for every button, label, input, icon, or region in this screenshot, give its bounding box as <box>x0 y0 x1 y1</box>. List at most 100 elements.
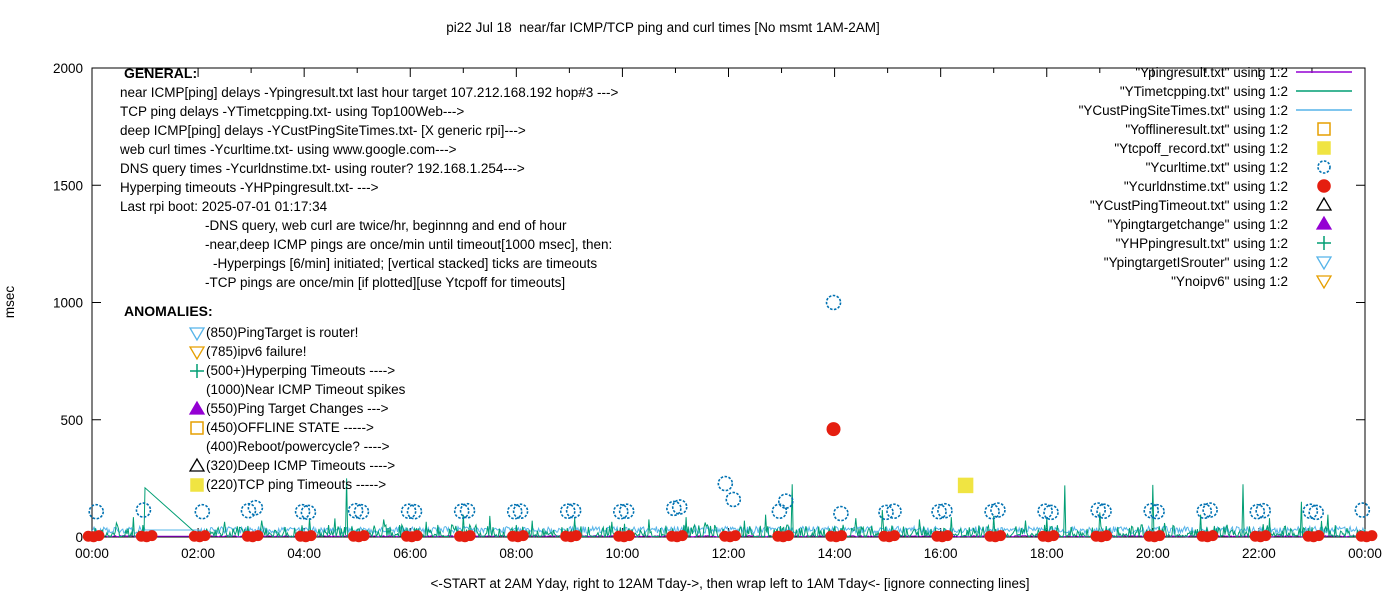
x-tick-label: 06:00 <box>393 546 427 561</box>
anomalies-heading: ANOMALIES: <box>124 303 213 319</box>
curl-point <box>1196 503 1213 520</box>
curl-point <box>506 503 523 520</box>
legend-entry-label: "Ytcpoff_record.txt" using 1:2 <box>1114 141 1288 156</box>
legend-entry-label: "YHPpingresult.txt" using 1:2 <box>1116 236 1288 251</box>
anomaly-line: (550)Ping Target Changes ---> <box>206 401 389 416</box>
y-tick-label: 500 <box>60 413 83 428</box>
general-heading: GENERAL: <box>124 65 197 81</box>
curl-point <box>459 502 476 519</box>
dns-point <box>1366 530 1378 542</box>
curl-point <box>825 294 842 311</box>
y-tick-label: 0 <box>75 530 83 545</box>
curl-point <box>717 475 734 492</box>
anomaly-line: (450)OFFLINE STATE -----> <box>206 420 374 435</box>
dns-point <box>199 530 211 542</box>
general-line: -TCP pings are once/min [if plotted][use… <box>205 275 565 290</box>
general-line: DNS query times -Ycurldnstime.txt- using… <box>120 161 525 176</box>
curl-point <box>247 499 264 516</box>
legend-entry-label: "YpingtargetISrouter" using 1:2 <box>1104 255 1288 270</box>
curl-point <box>666 500 682 517</box>
curl-point <box>777 493 794 509</box>
curl-point <box>1037 503 1053 520</box>
general-line: -Hyperpings [6/min] initiated; [vertical… <box>213 256 597 271</box>
dns-outlier-point <box>826 422 841 437</box>
x-tick-label: 16:00 <box>924 546 958 561</box>
curl-point <box>406 503 423 520</box>
curl-point <box>1149 503 1165 520</box>
curl-point <box>1308 504 1325 521</box>
dns-point <box>623 530 635 542</box>
dns-point <box>942 530 954 542</box>
filled-circle-marker <box>1317 179 1331 193</box>
open-circle-marker <box>1317 160 1331 174</box>
triangle-up-marker <box>1315 196 1333 211</box>
dns-point <box>1154 530 1166 542</box>
curl-point <box>613 503 629 520</box>
dns-point <box>517 530 529 542</box>
general-line: web curl times -Ycurltime.txt- using www… <box>119 142 457 157</box>
general-line: Hyperping timeouts -YHPpingresult.txt- -… <box>120 180 379 195</box>
x-tick-label: 00:00 <box>75 546 109 561</box>
y-tick-label: 1000 <box>53 296 83 311</box>
legend-entry-label: "YTimetcpping.txt" using 1:2 <box>1120 84 1288 99</box>
x-tick-label: 04:00 <box>287 546 321 561</box>
x-tick-label: 12:00 <box>712 546 746 561</box>
curl-point <box>725 491 742 508</box>
curl-point <box>88 503 105 520</box>
general-line: near ICMP[ping] delays -Ypingresult.txt … <box>120 85 619 100</box>
curl-point <box>1302 503 1319 520</box>
triangle-down-marker <box>1315 256 1333 271</box>
curl-point <box>353 503 370 520</box>
x-tick-label: 00:00 <box>1348 546 1382 561</box>
anomaly-line: (1000)Near ICMP Timeout spikes <box>206 382 406 397</box>
dns-point <box>889 530 901 542</box>
dns-point <box>464 530 476 542</box>
legend-entry-label: "Yofflineresult.txt" using 1:2 <box>1125 122 1288 137</box>
chart-title: pi22 Jul 18 near/far ICMP/TCP ping and c… <box>446 20 879 35</box>
curl-point <box>931 503 947 520</box>
dns-point <box>570 530 582 542</box>
curl-point <box>294 503 311 520</box>
anomaly-line: (320)Deep ICMP Timeouts ----> <box>206 458 395 473</box>
curl-point <box>1090 502 1107 518</box>
dns-point <box>358 530 370 542</box>
curl-point <box>771 503 788 520</box>
open-square-marker <box>1317 122 1331 136</box>
curl-point <box>194 503 211 520</box>
open-square-marker <box>190 421 204 435</box>
legend-entry-label: "Ypingresult.txt" using 1:2 <box>1135 65 1288 80</box>
curl-point <box>347 502 364 519</box>
y-tick-label: 2000 <box>53 61 83 76</box>
x-tick-label: 14:00 <box>818 546 852 561</box>
curl-point <box>1249 503 1266 520</box>
anomaly-line: (220)TCP ping Timeouts -----> <box>206 477 386 492</box>
legend-entry-label: "Ycurldnstime.txt" using 1:2 <box>1124 179 1288 194</box>
curl-point <box>1043 504 1059 521</box>
triangle-down-marker <box>188 346 206 361</box>
curl-point <box>878 504 894 521</box>
x-tick-label: 08:00 <box>499 546 533 561</box>
dns-point <box>93 530 105 542</box>
x-tick-label: 22:00 <box>1242 546 1276 561</box>
curl-point <box>937 502 953 519</box>
x-tick-label: 20:00 <box>1136 546 1170 561</box>
legend-entry-label: "YCustPingSiteTimes.txt" using 1:2 <box>1079 103 1288 118</box>
curl-point <box>990 502 1006 518</box>
filled-square-marker <box>190 478 204 492</box>
x-tick-label: 10:00 <box>606 546 640 561</box>
dns-point <box>1048 530 1060 542</box>
curl-point <box>453 503 470 520</box>
curl-point <box>300 504 317 521</box>
dns-point <box>146 530 158 542</box>
curl-point <box>512 503 529 520</box>
curl-point <box>671 499 688 515</box>
curl-point <box>565 502 582 519</box>
general-line: TCP ping delays -YTimetcpping.txt- using… <box>120 104 464 119</box>
general-line: -DNS query, web curl are twice/hr, begin… <box>205 218 567 233</box>
curl-point <box>1096 503 1112 520</box>
curl-point <box>400 503 417 520</box>
general-line: Last rpi boot: 2025-07-01 01:17:34 <box>120 199 328 214</box>
x-axis-label: <-START at 2AM Yday, right to 12AM Tday-… <box>431 576 1030 591</box>
dns-point <box>729 530 741 542</box>
